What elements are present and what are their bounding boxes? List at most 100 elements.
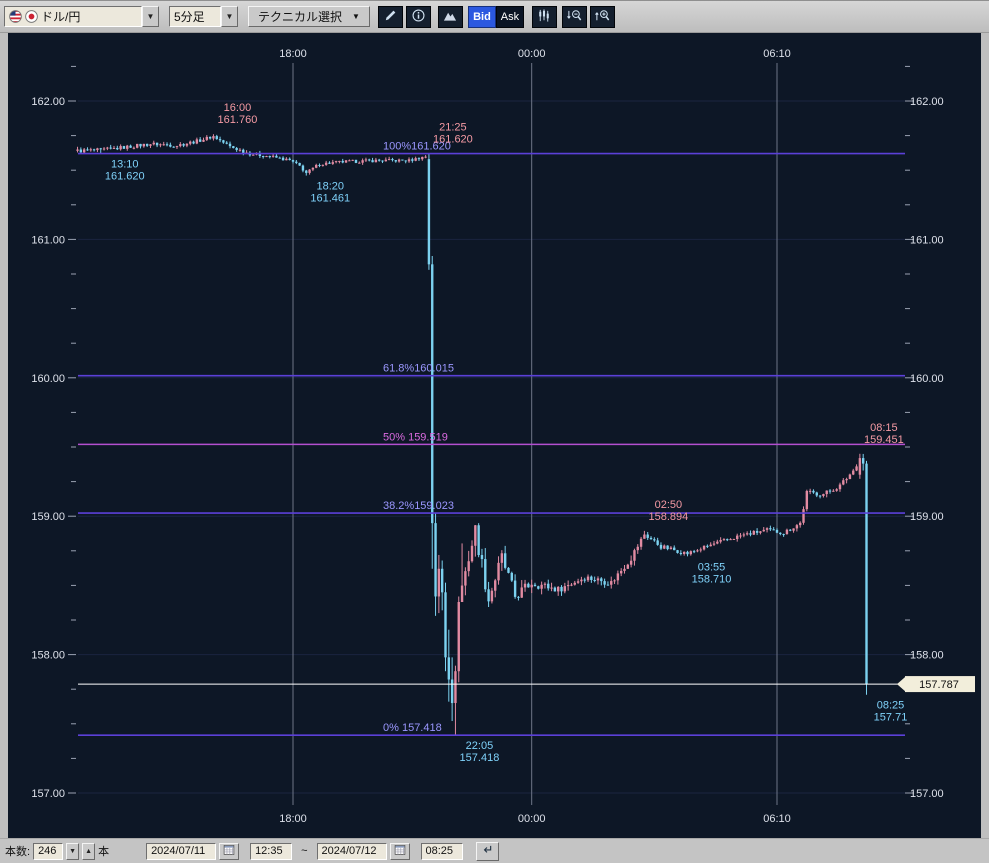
fib-label: 0% 157.418	[383, 722, 442, 734]
price-annotations: 13:10161.62016:00161.76018:20161.46121:2…	[105, 102, 907, 764]
bid-label: Bid	[473, 10, 491, 23]
end-time-field[interactable]: 08:25	[420, 842, 463, 860]
x-axis-label-bottom: 18:00	[279, 813, 307, 825]
annotation-price: 158.894	[649, 511, 689, 523]
vertical-zoom-out-button[interactable]	[561, 5, 587, 28]
annotation-time: 13:10	[111, 159, 139, 171]
x-axis-label-top: 00:00	[518, 48, 546, 60]
chart-type-button[interactable]	[531, 5, 557, 28]
ask-button[interactable]: Ask	[495, 5, 524, 28]
bars-unit-label: 本	[98, 846, 110, 858]
annotation-price: 159.451	[864, 434, 904, 446]
fib-label: 38.2%159.023	[383, 500, 454, 512]
y-axis-ticks	[68, 65, 914, 794]
fib-label: 50% 159.519	[383, 431, 448, 443]
technical-select-button[interactable]: テクニカル選択 ▼	[248, 6, 370, 27]
start-time-field[interactable]: 12:35	[250, 842, 293, 860]
y-axis-label-right: 160.00	[910, 373, 944, 385]
reset-range-button[interactable]	[475, 841, 499, 861]
info-icon	[411, 8, 426, 26]
currency-pair-label: ドル/円	[41, 10, 81, 24]
annotation-time: 18:20	[316, 181, 344, 193]
chevron-up-icon: ▲	[85, 847, 93, 855]
y-axis-label-right: 159.00	[910, 511, 944, 523]
pencil-icon	[383, 8, 398, 26]
bars-count-label: 本数:	[5, 846, 31, 858]
chart-area: 18:00 18:00 00:00 00:00 06:10 06:10 162.00 162.…	[8, 33, 981, 838]
end-time-value: 08:25	[425, 845, 454, 857]
bars-count-field[interactable]: 246	[33, 842, 64, 860]
mountain-chart-icon	[442, 8, 458, 26]
start-date-field[interactable]: 2024/07/11	[146, 842, 217, 860]
zoom-out-icon	[566, 8, 583, 26]
vertical-gridlines	[292, 63, 778, 805]
bars-count-dropdown-button[interactable]: ▼	[66, 842, 80, 860]
horizontal-gridlines	[78, 100, 905, 794]
y-axis-label-left: 160.00	[31, 373, 65, 385]
ask-label: Ask	[500, 10, 520, 23]
bottom-toolbar: 本数: 246 ▼ ▲ 本 2024/07/11	[0, 838, 989, 863]
display-mode-button[interactable]	[437, 5, 463, 28]
y-axis-label-left: 161.00	[31, 234, 65, 246]
timeframe-label: 5分足	[174, 10, 205, 24]
chevron-down-icon: ▼	[146, 12, 155, 21]
chevron-down-icon: ▼	[69, 847, 77, 855]
currency-pair-select[interactable]: ドル/円 ▼	[4, 6, 159, 27]
annotation-time: 16:00	[224, 102, 252, 114]
draw-tool-button[interactable]	[377, 5, 403, 28]
zoom-in-icon	[594, 8, 611, 26]
annotation-price: 161.461	[310, 193, 350, 205]
annotation-time: 08:15	[870, 422, 898, 434]
technical-select-label: テクニカル選択	[258, 10, 343, 24]
x-axis-label-top: 06:10	[763, 48, 791, 60]
y-axis-label-left: 158.00	[31, 650, 65, 662]
y-axis-label-left: 159.00	[31, 511, 65, 523]
start-date-value: 2024/07/11	[151, 845, 206, 857]
chevron-down-icon: ▼	[352, 12, 360, 21]
annotation-price: 157.71	[874, 712, 908, 724]
fib-label: 100%161.620	[383, 141, 451, 153]
us-flag-icon	[9, 10, 22, 23]
bid-button[interactable]: Bid	[467, 5, 496, 28]
fibonacci-lines	[78, 152, 905, 736]
y-axis-label-right: 161.00	[910, 234, 944, 246]
info-button[interactable]	[405, 5, 431, 28]
timeframe-select[interactable]: 5分足 ▼	[169, 6, 238, 27]
end-date-calendar-button[interactable]	[389, 842, 410, 860]
top-toolbar: ドル/円 ▼ 5分足 ▼ テクニカル選択 ▼	[0, 0, 989, 33]
annotation-time: 03:55	[698, 561, 726, 573]
currency-pair-field[interactable]: ドル/円	[4, 6, 142, 27]
current-price-label: 157.787	[919, 679, 959, 691]
vertical-zoom-in-button[interactable]	[589, 5, 615, 28]
start-date-calendar-button[interactable]	[219, 842, 240, 860]
y-axis-label-left: 162.00	[31, 96, 65, 108]
timeframe-field[interactable]: 5分足	[169, 6, 221, 27]
annotation-price: 157.418	[460, 752, 500, 764]
annotation-price: 161.620	[433, 134, 473, 146]
currency-pair-dropdown-button[interactable]: ▼	[142, 6, 159, 27]
y-axis-label-right: 157.00	[910, 788, 944, 800]
timeframe-dropdown-button[interactable]: ▼	[221, 6, 238, 27]
annotation-time: 22:05	[466, 740, 494, 752]
y-axis-label-right: 162.00	[910, 96, 944, 108]
annotation-time: 08:25	[877, 700, 905, 712]
annotation-price: 161.620	[105, 171, 145, 183]
annotation-time: 21:25	[439, 122, 467, 134]
chevron-down-icon: ▼	[225, 12, 234, 21]
bars-count-up-button[interactable]: ▲	[82, 842, 96, 860]
x-axis-labels: 18:00 18:00 00:00 00:00 06:10 06:10	[279, 48, 791, 825]
return-arrow-icon	[480, 843, 494, 859]
fibonacci-labels: 100%161.620 61.8%160.015 50% 159.519 38.2%1…	[383, 141, 454, 735]
chart-background	[8, 33, 981, 838]
annotation-time: 02:50	[655, 499, 683, 511]
calendar-icon	[222, 843, 236, 859]
x-axis-label-top: 18:00	[279, 48, 307, 60]
y-axis-label-left: 157.00	[31, 788, 65, 800]
end-date-field[interactable]: 2024/07/12	[316, 842, 387, 860]
candlesticks	[76, 134, 868, 736]
start-time-value: 12:35	[255, 845, 283, 857]
y-axis-labels: 162.00 162.00 161.00 161.00 160.00 160.00 159.…	[31, 96, 943, 800]
x-axis-label-bottom: 00:00	[518, 813, 546, 825]
